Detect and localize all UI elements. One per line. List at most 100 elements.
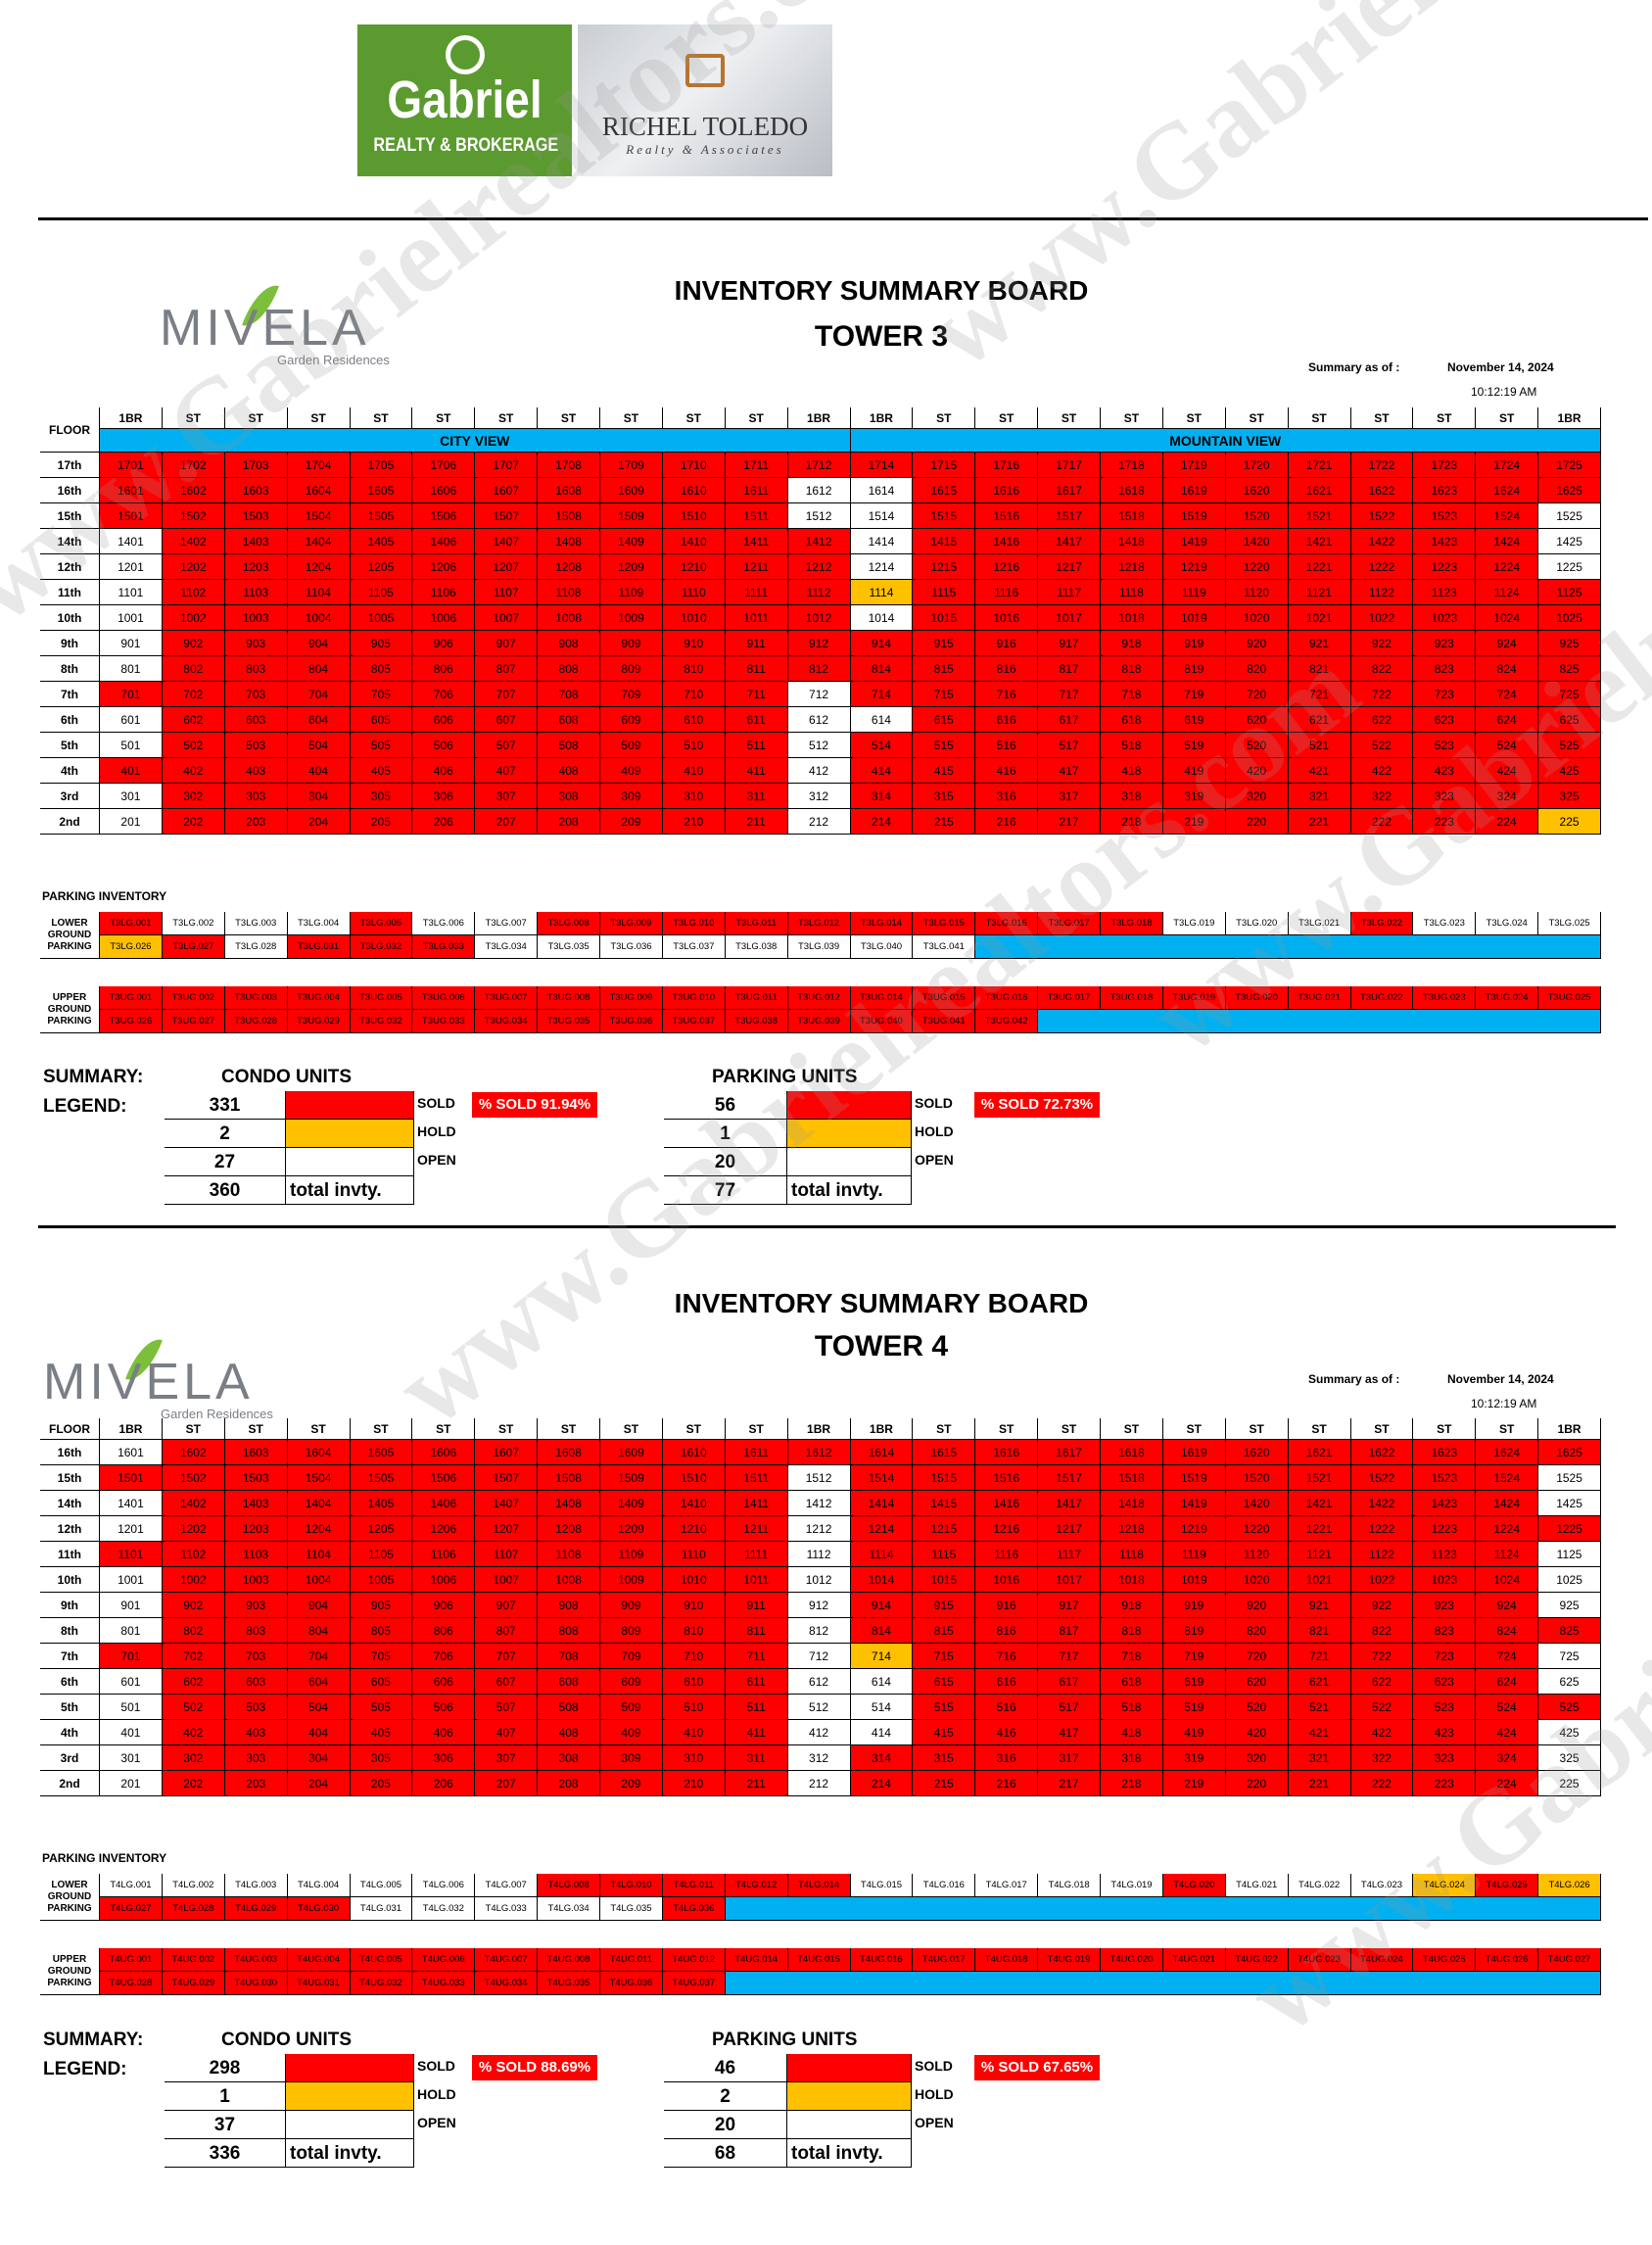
unit-cell: 604 — [287, 707, 351, 733]
unit-cell: 214 — [850, 1771, 914, 1796]
unit-cell: 1007 — [475, 1567, 539, 1593]
unit-cell: 603 — [224, 707, 288, 733]
unit-cell: 1025 — [1538, 1567, 1601, 1593]
unit-type: ST — [1101, 407, 1163, 429]
unit-cell: 803 — [224, 656, 288, 682]
unit-cell: 612 — [787, 707, 851, 733]
unit-cell: 1220 — [1225, 1516, 1289, 1542]
unit-type: ST — [1476, 407, 1539, 429]
unit-cell: 1023 — [1413, 1567, 1477, 1593]
unit-cell: 1225 — [1538, 1516, 1601, 1542]
parking-slot: T4UG.036 — [600, 1972, 663, 1995]
unit-cell: 1510 — [662, 503, 726, 529]
unit-cell: 1202 — [162, 554, 225, 580]
unit-cell: 812 — [787, 1618, 851, 1644]
unit-cell: 905 — [350, 631, 413, 656]
unit-cell: 320 — [1225, 1745, 1289, 1771]
rule — [38, 1225, 1616, 1228]
unit-cell: 309 — [600, 784, 663, 809]
unit-cell: 707 — [475, 682, 539, 707]
unit-cell: 1717 — [1038, 453, 1101, 478]
unit-cell: 1102 — [162, 1542, 225, 1567]
parking-slot: T3LG.027 — [162, 935, 225, 959]
parking-slot: T3UG.035 — [538, 1010, 600, 1033]
unit-cell: 318 — [1101, 784, 1163, 809]
parking-slot: T3UG.028 — [224, 1010, 288, 1033]
unit-cell: 1406 — [412, 1491, 476, 1516]
unit-cell: 518 — [1101, 1695, 1163, 1720]
unit-cell: 212 — [787, 1771, 851, 1796]
unit-cell: 414 — [850, 758, 914, 784]
floor-label: 7th — [40, 1644, 100, 1669]
unit-cell: 1404 — [287, 529, 351, 554]
unit-type: ST — [725, 407, 788, 429]
unit-cell: 920 — [1225, 1593, 1289, 1618]
unit-cell: 1523 — [1413, 1465, 1477, 1491]
parking-slot: T4LG.028 — [162, 1897, 225, 1921]
unit-cell: 1611 — [725, 1440, 788, 1465]
unit-cell: 525 — [1538, 1695, 1601, 1720]
unit-type: ST — [662, 1418, 726, 1440]
unit-type: ST — [350, 1418, 413, 1440]
unit-cell: 924 — [1476, 631, 1539, 656]
unit-cell: 203 — [224, 809, 288, 835]
unit-cell: 516 — [975, 1695, 1039, 1720]
unit-cell: 814 — [850, 1618, 914, 1644]
parking-slot: T3LG.005 — [350, 912, 413, 935]
unit-cell: 723 — [1413, 682, 1477, 707]
unit-cell: 1114 — [850, 1542, 914, 1567]
unit-cell: 1618 — [1101, 478, 1163, 503]
unit-cell: 714 — [850, 682, 914, 707]
parking-slot: T3LG.006 — [412, 912, 476, 935]
parking-slot: T4UG.018 — [975, 1948, 1039, 1972]
parking-slot: T3UG.005 — [350, 986, 413, 1010]
unit-cell: 1621 — [1288, 1440, 1351, 1465]
unit-cell: 1508 — [538, 503, 600, 529]
unit-cell: 620 — [1225, 1669, 1289, 1695]
floor-label: 16th — [40, 478, 100, 503]
parking-slot: T3LG.035 — [538, 935, 600, 959]
unit-cell: 922 — [1350, 631, 1414, 656]
unit-cell: 1601 — [100, 478, 163, 503]
parking-slot: T3LG.028 — [224, 935, 288, 959]
unit-cell: 412 — [787, 758, 851, 784]
parking-slot: T4UG.011 — [600, 1948, 663, 1972]
floor-label: 5th — [40, 1695, 100, 1720]
unit-cell: 1103 — [224, 580, 288, 605]
unit-cell: 1609 — [600, 1440, 663, 1465]
summary-total-label: total invty. — [787, 2139, 912, 2168]
unit-cell: 1423 — [1413, 529, 1477, 554]
legend-swatch — [286, 1148, 414, 1176]
unit-cell: 1611 — [725, 478, 788, 503]
percent-sold: % SOLD 67.65% — [974, 2055, 1100, 2080]
unit-cell: 216 — [975, 809, 1039, 835]
unit-cell: 422 — [1350, 1720, 1414, 1745]
unit-cell: 1120 — [1225, 580, 1289, 605]
parking-slot: T3UG.041 — [913, 1010, 976, 1033]
legend-swatch — [286, 2082, 414, 2111]
unit-cell: 602 — [162, 707, 225, 733]
unit-cell: 1106 — [412, 1542, 476, 1567]
parking-slot: T4UG.034 — [475, 1972, 539, 1995]
parking-slot: T4LG.023 — [1350, 1874, 1414, 1897]
unit-cell: 1024 — [1476, 605, 1539, 631]
unit-cell: 509 — [600, 733, 663, 758]
gabriel-name: Gabriel — [387, 71, 543, 129]
parking-slot: T3UG.025 — [1538, 986, 1601, 1010]
unit-cell: 1517 — [1038, 1465, 1101, 1491]
legend-label: SOLD — [915, 2058, 953, 2074]
unit-cell: 1420 — [1225, 1491, 1289, 1516]
unit-cell: 301 — [100, 1745, 163, 1771]
unit-cell: 912 — [787, 1593, 851, 1618]
unit-cell: 623 — [1413, 1669, 1477, 1695]
parking-slot: T3LG.012 — [787, 912, 851, 935]
unit-cell: 817 — [1038, 1618, 1101, 1644]
unit-cell: 1701 — [100, 453, 163, 478]
unit-cell: 222 — [1350, 1771, 1414, 1796]
parking-slot: T4UG.005 — [350, 1948, 413, 1972]
unit-cell: 708 — [538, 1644, 600, 1669]
unit-cell: 414 — [850, 1720, 914, 1745]
parking-slot: T3LG.008 — [538, 912, 600, 935]
unit-cell: 1209 — [600, 1516, 663, 1542]
unit-cell: 1223 — [1413, 554, 1477, 580]
